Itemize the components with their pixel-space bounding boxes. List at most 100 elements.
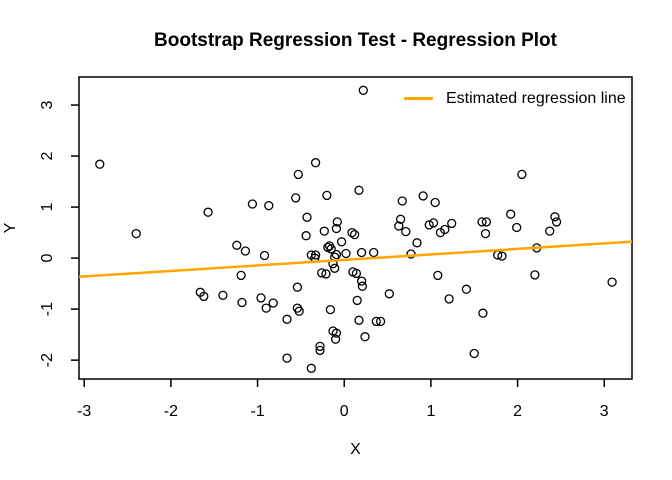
x-tick-label: 1 (426, 403, 435, 420)
y-tick-label: -1 (39, 302, 56, 316)
data-point (331, 223, 342, 234)
data-point (433, 270, 443, 281)
data-point (357, 281, 368, 291)
data-point (397, 196, 407, 206)
data-point (480, 228, 491, 239)
data-point (424, 220, 434, 230)
x-tick-label: 0 (340, 403, 349, 420)
data-point (349, 229, 360, 240)
data-point (477, 217, 487, 227)
data-point (360, 332, 370, 342)
data-point (330, 263, 340, 273)
data-point (336, 237, 347, 247)
data-point (461, 284, 472, 294)
data-point (264, 200, 274, 211)
y-tick-label: 3 (39, 101, 56, 110)
data-point (371, 316, 381, 327)
data-point (317, 268, 327, 278)
data-point (259, 250, 270, 261)
data-point (237, 297, 247, 308)
data-point (256, 293, 266, 303)
data-point (326, 244, 336, 254)
data-point (530, 270, 540, 280)
data-point (444, 294, 454, 304)
data-point (302, 212, 312, 222)
data-point (412, 238, 422, 248)
x-tick-label: 2 (513, 403, 522, 420)
data-point (395, 214, 406, 224)
data-point (310, 250, 321, 260)
data-point (306, 363, 316, 373)
data-point (551, 217, 562, 227)
data-point (232, 240, 242, 250)
data-point (218, 290, 228, 300)
data-point (131, 228, 141, 239)
data-point (332, 217, 342, 227)
data-point (301, 231, 311, 241)
data-point (240, 246, 251, 256)
data-point (315, 345, 325, 356)
data-point (352, 295, 362, 306)
data-point (428, 218, 439, 228)
data-point (506, 209, 516, 219)
data-point (394, 221, 404, 231)
data-point (497, 251, 507, 261)
data-point (321, 269, 331, 279)
data-point (310, 158, 321, 168)
data-point (347, 227, 357, 238)
data-point (481, 217, 492, 227)
data-point (447, 218, 457, 229)
plot-box (78, 76, 633, 380)
data-point (401, 226, 411, 237)
data-point (292, 282, 303, 292)
data-point (294, 306, 304, 316)
data-point (322, 190, 332, 201)
x-tick-label: -2 (164, 403, 178, 420)
data-point (261, 303, 271, 313)
data-point (319, 226, 329, 236)
x-axis-title: X (350, 441, 361, 458)
data-point (236, 270, 246, 281)
data-point (293, 169, 303, 180)
data-point (356, 276, 367, 286)
legend-label: Estimated regression line (446, 90, 626, 107)
y-tick-label: 0 (39, 254, 56, 263)
data-point (430, 197, 440, 208)
data-point (247, 199, 258, 209)
legend: Estimated regression line (404, 90, 626, 107)
data-point (354, 185, 364, 195)
data-point (545, 226, 555, 236)
x-tick-label: 3 (600, 403, 609, 420)
data-point (440, 224, 450, 235)
y-tick-label: -2 (39, 353, 56, 367)
data-point (607, 277, 617, 287)
data-point (291, 193, 301, 203)
data-point (356, 247, 367, 258)
data-point (199, 291, 209, 302)
data-point (406, 249, 416, 259)
data-point (315, 341, 325, 352)
legend-line-swatch (404, 97, 433, 100)
data-point (550, 212, 560, 222)
data-point (478, 308, 488, 318)
chart-title: Bootstrap Regression Test - Regression P… (154, 30, 557, 51)
data-point (330, 334, 341, 344)
data-point (351, 268, 362, 279)
data-point (282, 353, 292, 363)
regression-line (78, 240, 633, 279)
data-point (282, 314, 292, 324)
data-point (375, 316, 386, 327)
data-point (95, 159, 105, 169)
y-axis-title: Y (2, 222, 19, 234)
y-tick-label: 2 (39, 152, 56, 161)
data-point (331, 249, 342, 260)
data-point (418, 191, 428, 201)
data-point (358, 85, 368, 95)
data-point (369, 247, 379, 258)
data-point (203, 207, 213, 217)
data-point (384, 289, 394, 299)
data-point (268, 298, 278, 308)
data-point (517, 169, 527, 180)
